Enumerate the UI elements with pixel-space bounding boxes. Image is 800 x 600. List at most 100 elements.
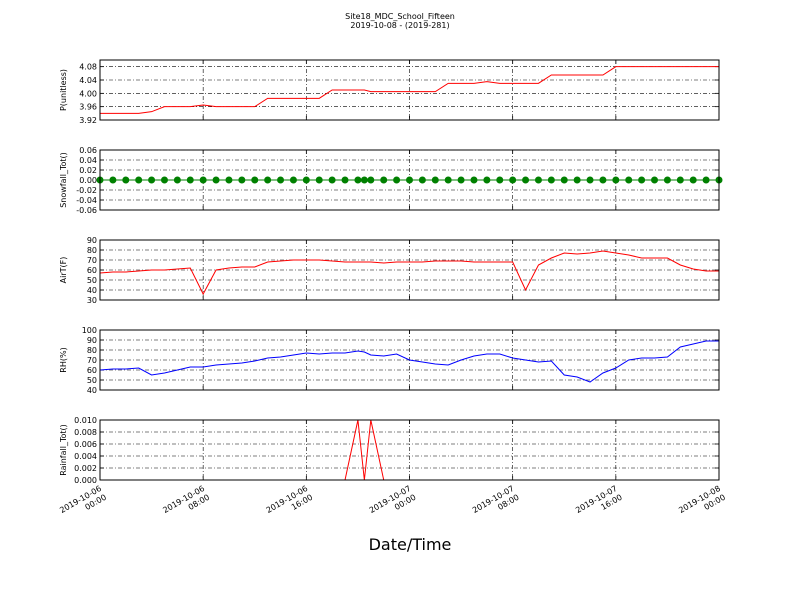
x-tick-label: 2019-10-0700:00: [368, 484, 418, 524]
x-tick-label: 2019-10-0716:00: [574, 484, 624, 524]
series-marker: [418, 176, 426, 184]
series-line: [99, 250, 719, 296]
x-tick-label: 2019-10-0616:00: [265, 484, 315, 524]
chart-title: Site18_MDC_School_Fifteen: [345, 12, 455, 21]
x-axis-label: Date/Time: [369, 535, 452, 554]
series-marker: [393, 176, 401, 184]
y-tick-label: 0.06: [79, 146, 97, 155]
series-marker: [651, 176, 659, 184]
series-marker: [676, 176, 684, 184]
series-marker: [148, 176, 156, 184]
y-tick-label: 40: [87, 286, 97, 295]
series-marker: [689, 176, 697, 184]
series-marker: [264, 176, 272, 184]
series-marker: [431, 176, 439, 184]
series-marker: [625, 176, 633, 184]
series-marker: [238, 176, 246, 184]
series-marker: [406, 176, 413, 184]
y-tick-label: 50: [87, 276, 97, 285]
x-tick-label: 2019-10-0800:00: [677, 484, 727, 524]
series-marker: [509, 176, 517, 184]
y-axis-label: RH(%): [59, 347, 68, 372]
series-marker: [354, 176, 362, 184]
y-tick-label: 0.000: [74, 476, 97, 485]
series-marker: [186, 176, 194, 184]
series-marker: [612, 176, 620, 184]
series-marker: [289, 176, 297, 184]
series-marker: [470, 176, 478, 184]
y-tick-label: 60: [87, 266, 97, 275]
series-marker: [109, 176, 117, 184]
series-marker: [341, 176, 349, 184]
series-line: [100, 66, 719, 114]
series-marker: [444, 176, 452, 184]
x-tick-label: 2019-10-0708:00: [471, 484, 521, 524]
series-line: [99, 340, 719, 383]
y-tick-label: -0.06: [76, 206, 97, 215]
y-tick-label: 3.92: [79, 116, 97, 125]
x-tick-label: 2019-10-0608:00: [161, 484, 211, 524]
series-marker: [638, 176, 646, 184]
y-tick-label: 80: [87, 246, 97, 255]
y-tick-label: 50: [87, 376, 97, 385]
y-tick-label: 0.04: [79, 156, 97, 165]
series-marker: [702, 176, 710, 184]
series-marker: [328, 176, 336, 184]
y-tick-label: 0.00: [79, 176, 97, 185]
series-marker: [160, 176, 168, 184]
chart-subtitle: 2019-10-08 - (2019-281): [350, 21, 449, 30]
series-marker: [522, 176, 530, 184]
y-tick-label: 0.02: [79, 166, 97, 175]
y-axis-label: P(unitless): [59, 69, 68, 111]
series-marker: [560, 176, 568, 184]
y-tick-label: 0.004: [74, 452, 97, 461]
y-tick-label: -0.04: [76, 196, 97, 205]
y-tick-label: 0.008: [74, 428, 97, 437]
y-tick-label: 90: [87, 236, 97, 245]
y-tick-label: 4.04: [79, 76, 97, 85]
y-tick-label: 60: [87, 366, 97, 375]
series-marker: [199, 176, 207, 184]
series-marker: [547, 176, 555, 184]
series-marker: [599, 176, 607, 184]
panel-frame: [99, 59, 720, 121]
y-axis-label: Rainfall_Tot(): [59, 424, 68, 476]
series-marker: [586, 176, 594, 184]
y-tick-label: -0.02: [76, 186, 97, 195]
x-tick-label: 2019-10-0600:00: [58, 484, 108, 524]
y-tick-label: 3.96: [79, 103, 97, 112]
y-tick-label: 100: [82, 326, 97, 335]
y-tick-label: 70: [87, 356, 97, 365]
y-tick-label: 70: [87, 256, 97, 265]
series-marker: [225, 176, 233, 184]
y-tick-label: 30: [87, 296, 97, 305]
panel-frame: [99, 329, 720, 391]
series-marker: [496, 176, 504, 184]
series-marker: [360, 176, 368, 184]
y-tick-label: 0.010: [74, 416, 97, 425]
y-axis-label: AirT(F): [59, 257, 68, 284]
series-marker: [135, 176, 143, 184]
y-tick-label: 90: [87, 336, 97, 345]
panel-frame: [99, 239, 720, 301]
series-marker: [483, 176, 491, 184]
series-marker: [573, 176, 581, 184]
y-tick-label: 40: [87, 386, 97, 395]
y-tick-label: 4.08: [79, 63, 97, 72]
series-marker: [457, 176, 465, 184]
series-marker: [367, 176, 375, 184]
y-tick-label: 0.006: [74, 440, 97, 449]
series-marker: [277, 176, 285, 184]
series-marker: [315, 176, 323, 184]
panel-frame: [99, 149, 720, 211]
series-marker: [302, 176, 310, 184]
series-marker: [380, 176, 388, 184]
series-marker: [173, 176, 181, 184]
series-marker: [212, 176, 220, 184]
series-marker: [534, 176, 542, 184]
y-tick-label: 80: [87, 346, 97, 355]
y-tick-label: 4.00: [79, 89, 97, 98]
series-marker: [663, 176, 671, 184]
panel-frame: [99, 419, 720, 481]
